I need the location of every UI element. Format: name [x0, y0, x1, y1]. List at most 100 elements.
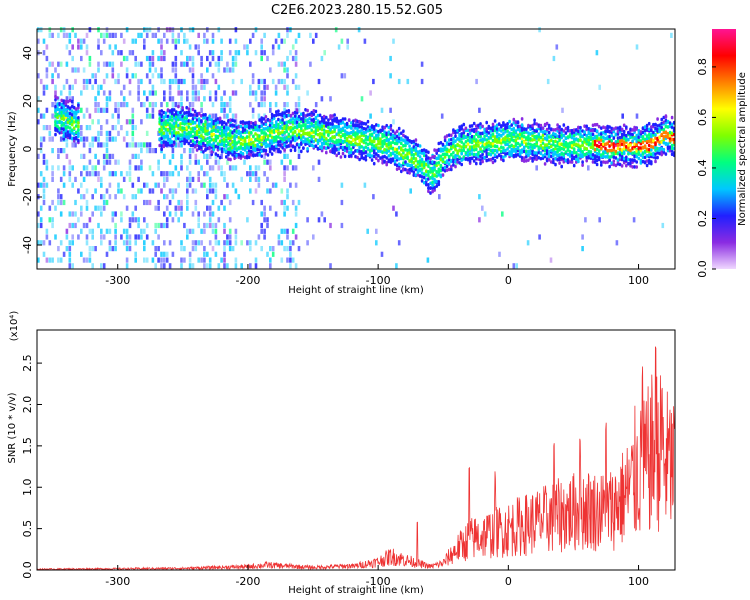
spectrogram-cell: [137, 234, 140, 240]
spectrogram-cell: [48, 136, 52, 142]
spectrogram-ridge-cell: [614, 163, 618, 168]
spectrogram-ridge-cell: [410, 157, 413, 161]
spectrogram-cell: [71, 84, 74, 90]
spectrogram-cell: [51, 217, 54, 223]
spectrogram-cell: [197, 90, 200, 96]
spectrogram-cell: [360, 96, 364, 102]
spectrogram-cell: [223, 107, 226, 113]
spectrogram-ridge-cell: [647, 153, 651, 157]
spectrogram-ridge-cell: [620, 154, 624, 159]
spectrogram-cell: [37, 211, 40, 217]
spectrogram-cell: [280, 188, 284, 194]
spectrogram-ridge-cell: [208, 146, 211, 150]
spectrogram-cell: [134, 142, 137, 148]
spectrogram-cell: [97, 171, 100, 177]
snr-frame: [36, 329, 676, 571]
spectrogram-ridge-cell: [497, 127, 501, 131]
spectrogram-cell: [140, 78, 143, 85]
spectrogram-cell: [105, 96, 109, 102]
spectrogram-ridge-cell: [502, 140, 505, 144]
spectrogram-ridge-cell: [195, 143, 199, 148]
spectrogram-ridge-cell: [62, 117, 66, 122]
spectrogram-cell: [125, 73, 129, 79]
spectrogram-ridge-cell: [272, 138, 276, 143]
spectrogram-ridge-cell: [600, 146, 603, 151]
spectrogram-cell: [45, 257, 49, 263]
spectrogram-ridge-cell: [227, 157, 230, 161]
spectrogram-ridge-cell: [662, 127, 666, 132]
spectrogram-ridge-cell: [437, 161, 441, 165]
spectrogram-cell: [203, 38, 206, 44]
spectrogram-ridge-cell: [262, 131, 266, 135]
spectrogram-ridge-cell: [658, 123, 661, 128]
spectrogram-cell: [54, 205, 57, 211]
spectrogram-ridge-cell: [352, 129, 355, 134]
spectrogram-ridge-cell: [325, 115, 328, 120]
spectrogram-ridge-cell: [162, 131, 166, 136]
spectrogram-cell: [283, 102, 286, 108]
spectrogram-ridge-cell: [206, 116, 209, 121]
spectrogram-ridge-cell: [289, 148, 293, 153]
spectrogram-cell: [598, 84, 601, 90]
spectrogram-ridge-cell: [339, 119, 343, 123]
spectrogram-cell: [82, 67, 86, 73]
spectrogram-ridge-cell: [293, 125, 297, 130]
spectrogram-cell: [294, 211, 298, 217]
spectrogram-ridge-cell: [585, 158, 588, 163]
spectrogram-ridge-cell: [318, 135, 322, 139]
spectrogram-ridge-cell: [68, 130, 72, 134]
spectrogram-ridge-cell: [502, 128, 505, 132]
spectrogram-ridge-cell: [160, 118, 163, 123]
spectrogram-ridge-cell: [668, 134, 672, 138]
spectrogram-cell: [168, 90, 172, 96]
spectrogram-cell: [257, 113, 261, 119]
spectrogram-cell: [111, 32, 115, 38]
spectrogram-cell: [151, 107, 155, 113]
spectrogram-ridge-cell: [366, 125, 370, 129]
spectrogram-ridge-cell: [429, 181, 432, 186]
spectrogram-ridge-cell: [597, 152, 601, 156]
spectrogram-ridge-cell: [560, 142, 563, 147]
spectrogram-ridge-cell: [372, 154, 376, 159]
colorbar-ticks: 0.00.20.40.60.8: [696, 58, 716, 278]
spectrogram-ridge-cell: [158, 120, 161, 124]
spectrogram-ridge-cell: [439, 154, 443, 159]
spectrogram-ridge-cell: [364, 141, 368, 145]
spectrogram-ridge-cell: [575, 142, 578, 147]
spectrogram-ridge: [54, 94, 676, 195]
spectrogram-cell: [266, 55, 269, 62]
spectrogram-ridge-cell: [641, 140, 645, 145]
spectrogram-ridge-cell: [395, 163, 399, 168]
spectrogram-ridge-cell: [393, 159, 397, 164]
spectrogram-cell: [82, 165, 86, 171]
spectrogram-ridge-cell: [422, 175, 426, 180]
spectrogram-ridge-cell: [629, 161, 632, 165]
spectrogram-cell: [277, 61, 281, 67]
spectrogram-ridge-cell: [527, 142, 530, 146]
spectrogram-cell: [37, 222, 40, 229]
spectrogram-cell: [194, 159, 198, 165]
spectrogram-cell: [314, 102, 318, 108]
spectrogram-ridge-cell: [260, 149, 263, 153]
spectrogram-ridge-cell: [245, 142, 249, 147]
spectrogram-cell: [120, 171, 123, 177]
spectrogram-ridge-cell: [547, 135, 551, 139]
spectrogram-cell: [82, 194, 86, 200]
spectrogram-ridge-cell: [233, 119, 236, 123]
spectrogram-cell: [80, 107, 83, 113]
spectrogram-ridge-cell: [418, 168, 422, 173]
spectrogram-ridge-cell: [652, 133, 655, 137]
spectrogram-ridge-cell: [491, 160, 495, 165]
spectrogram-cell: [214, 194, 218, 200]
spectrogram-ridge-cell: [56, 107, 59, 112]
spectrogram-ridge-cell: [72, 120, 76, 124]
spectrogram-ridge-cell: [591, 142, 595, 147]
spectrogram-ridge-cell: [554, 144, 557, 148]
spectrogram-cell: [51, 61, 54, 67]
spectrogram-ridge-cell: [187, 110, 191, 115]
spectrogram-cell: [260, 38, 263, 44]
spectrogram-cell: [177, 182, 180, 188]
spectrogram-ridge-cell: [60, 105, 63, 110]
spectrogram-ridge-cell: [218, 120, 222, 124]
spectrogram-ridge-cell: [606, 160, 609, 164]
